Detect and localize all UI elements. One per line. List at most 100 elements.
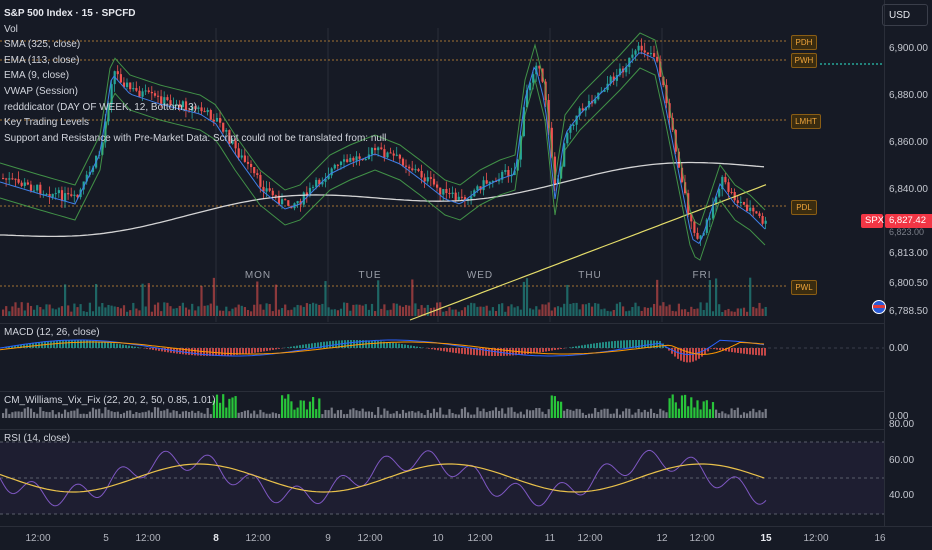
macd-histogram-bar bbox=[371, 340, 373, 348]
volume-bar bbox=[401, 306, 405, 316]
candle-body bbox=[308, 187, 312, 196]
symbol-title[interactable]: S&P 500 Index · 15 · SPCFD bbox=[4, 8, 136, 19]
price-tick-hidden: 6,823.00 bbox=[889, 227, 925, 237]
candle-body bbox=[85, 174, 88, 182]
volume-bar bbox=[609, 311, 612, 316]
vix-fix-bar bbox=[742, 412, 746, 418]
candle-body bbox=[262, 186, 265, 192]
volume-bar bbox=[550, 310, 553, 316]
volume-bar bbox=[501, 303, 504, 316]
candle-body bbox=[730, 191, 733, 193]
vix-fix-bar bbox=[358, 411, 361, 418]
macd-histogram-bar bbox=[59, 340, 61, 348]
candle-body bbox=[11, 178, 14, 180]
candle-body bbox=[529, 82, 532, 91]
candle-body bbox=[60, 190, 64, 201]
vix-fix-bar bbox=[169, 412, 172, 418]
vix-fix-bar bbox=[584, 414, 587, 418]
macd-histogram-bar bbox=[164, 348, 166, 352]
candle-body bbox=[250, 163, 253, 168]
volume-bar bbox=[510, 304, 513, 316]
vix-fix-bar bbox=[240, 411, 243, 418]
vix-fix-bar bbox=[206, 407, 209, 418]
indicator-vwap[interactable]: VWAP (Session) bbox=[4, 85, 78, 97]
macd-histogram-bar bbox=[602, 342, 604, 348]
candle-body bbox=[653, 53, 656, 57]
candle-body bbox=[215, 118, 219, 122]
vix-fix-bar bbox=[88, 411, 91, 418]
rsi-label[interactable]: RSI (14, close) bbox=[4, 433, 71, 444]
vix-fix-bar bbox=[172, 410, 175, 418]
candle-body bbox=[203, 111, 206, 113]
volume-bar bbox=[64, 284, 67, 316]
volume-bar bbox=[160, 311, 163, 316]
macd-histogram-bar bbox=[710, 348, 712, 349]
volume-bar bbox=[163, 302, 166, 316]
macd-histogram-bar bbox=[638, 340, 640, 348]
indicator-support-resistance[interactable]: Support and Resistance with Pre-Market D… bbox=[4, 132, 387, 144]
candle-body bbox=[160, 96, 163, 105]
vix-fix-bar bbox=[560, 401, 563, 418]
vix-fix-label[interactable]: CM_Williams_Vix_Fix (22, 20, 2, 50, 0.85… bbox=[4, 395, 216, 406]
macd-histogram-bar bbox=[428, 348, 430, 349]
flag-icon[interactable] bbox=[872, 300, 886, 314]
volume-bar bbox=[237, 304, 240, 316]
macd-histogram-bar bbox=[752, 348, 754, 355]
price-tick-6800: 6,800.50 bbox=[889, 278, 928, 289]
vix-fix-bar bbox=[451, 412, 454, 418]
vix-fix-bar bbox=[287, 394, 290, 418]
candle-body bbox=[721, 176, 724, 190]
indicator-sma[interactable]: SMA (325, close) bbox=[4, 39, 81, 51]
candle-body bbox=[439, 187, 442, 195]
vix-fix-bar bbox=[746, 413, 749, 418]
macd-histogram-bar bbox=[278, 348, 280, 349]
macd-histogram-bar bbox=[590, 343, 592, 348]
candle-body bbox=[420, 170, 423, 178]
volume-bar bbox=[594, 303, 597, 316]
candle-body bbox=[153, 93, 157, 96]
vix-fix-bar bbox=[327, 410, 330, 418]
candle-body bbox=[426, 177, 429, 182]
volume-bar bbox=[141, 283, 144, 316]
macd-histogram-bar bbox=[743, 348, 745, 354]
vix-fix-bar bbox=[631, 414, 634, 418]
macd-histogram-bar bbox=[458, 348, 460, 354]
vix-fix-bar bbox=[237, 412, 240, 418]
indicator-vol[interactable]: Vol bbox=[4, 23, 18, 35]
vix-fix-bar bbox=[79, 413, 82, 418]
macd-histogram-bar bbox=[65, 340, 67, 348]
indicator-redddicator[interactable]: redddicator (DAY OF WEEK, 12, Bottom, 3) bbox=[4, 101, 198, 113]
volume-bar bbox=[79, 304, 82, 316]
macd-label[interactable]: MACD (12, 26, close) bbox=[4, 327, 100, 338]
macd-histogram-bar bbox=[179, 348, 181, 354]
volume-bar bbox=[188, 309, 191, 316]
indicator-ema-113[interactable]: EMA (113, close) bbox=[4, 54, 80, 66]
indicator-ema-9[interactable]: EMA (9, close) bbox=[4, 70, 70, 82]
macd-histogram-bar bbox=[599, 342, 601, 348]
candle-body bbox=[693, 221, 696, 233]
macd-histogram-bar bbox=[113, 343, 115, 348]
vix-fix-bar bbox=[563, 410, 566, 418]
currency-button[interactable]: USD bbox=[882, 4, 928, 26]
vix-fix-bar bbox=[256, 414, 259, 418]
volume-bar bbox=[343, 302, 346, 316]
macd-histogram-bar bbox=[623, 340, 625, 348]
vix-fix-bar bbox=[82, 413, 85, 418]
vix-fix-bar bbox=[181, 411, 184, 418]
macd-histogram-bar bbox=[311, 343, 313, 348]
vix-fix-bar bbox=[479, 411, 482, 418]
indicator-key-levels[interactable]: Key Trading Levels bbox=[4, 117, 90, 129]
vix-fix-bar bbox=[755, 412, 758, 418]
volume-bar bbox=[318, 304, 321, 316]
candle-body bbox=[578, 108, 581, 116]
candle-body bbox=[463, 197, 467, 200]
day-label-wed: WED bbox=[466, 270, 494, 281]
vix-fix-bar bbox=[494, 407, 498, 418]
vix-fix-bar bbox=[85, 414, 88, 418]
vix-fix-bar bbox=[758, 410, 761, 418]
volume-bar bbox=[36, 305, 39, 316]
macd-histogram-bar bbox=[347, 340, 349, 348]
macd-histogram-bar bbox=[671, 348, 673, 354]
candle-body bbox=[200, 107, 203, 112]
